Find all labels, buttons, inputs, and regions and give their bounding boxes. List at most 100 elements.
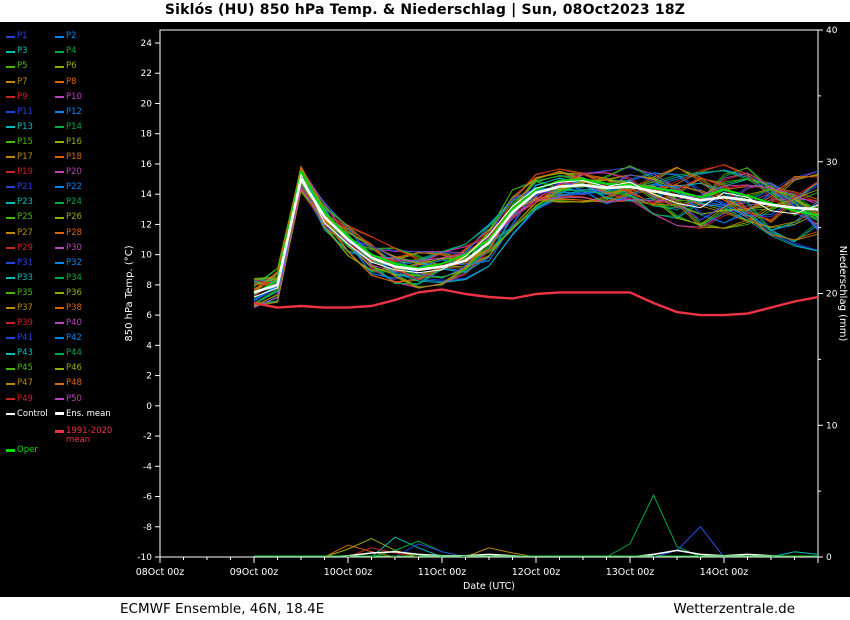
- legend-line-swatch: [55, 95, 64, 98]
- precip-tick-label: 20: [826, 290, 838, 300]
- legend-item: P36: [55, 289, 104, 298]
- legend-row: P15 P16: [6, 135, 118, 150]
- legend-item: P12: [55, 108, 104, 117]
- legend-item: Control: [6, 410, 55, 419]
- temp-tick-label: 12: [141, 220, 152, 230]
- legend-line-swatch: [6, 277, 15, 280]
- legend-line-swatch: [6, 111, 15, 114]
- date-tick-label: 14Oct 00z: [700, 567, 749, 578]
- model-info: ECMWF Ensemble, 46N, 18.4E: [120, 600, 325, 617]
- legend-line-swatch: [55, 429, 64, 433]
- legend-line-swatch: [6, 382, 15, 385]
- legend-line-swatch: [55, 231, 64, 234]
- legend-line-swatch: [55, 50, 64, 53]
- series-layer: [253, 164, 818, 557]
- legend-line-swatch: [55, 65, 64, 68]
- legend-line-swatch: [6, 292, 15, 295]
- legend-item: P43: [6, 349, 55, 358]
- legend-line-swatch: [55, 352, 64, 355]
- precip-member-line: [770, 551, 818, 557]
- legend-item: P14: [55, 123, 104, 132]
- legend-line-swatch: [55, 337, 64, 340]
- temp-tick-label: 2: [146, 372, 152, 382]
- legend-line-swatch: [6, 50, 15, 53]
- legend-item: Ens. mean: [55, 410, 111, 419]
- legend-label: P23: [17, 197, 33, 208]
- legend-item: P34: [55, 274, 104, 283]
- legend-label: P38: [66, 302, 82, 313]
- legend-row: P17 P18: [6, 150, 118, 165]
- legend-row: 1991-2020: [6, 426, 118, 436]
- ens-member-line: [253, 165, 818, 286]
- legend-label: P26: [66, 212, 82, 223]
- legend-label: P44: [66, 348, 82, 359]
- date-tick-label: 10Oct 00z: [324, 567, 373, 578]
- precip-member-line: [324, 544, 396, 557]
- legend-line-swatch: [55, 35, 64, 38]
- legend-row: Control Ens. mean: [6, 406, 118, 421]
- legend-label: P17: [17, 152, 33, 163]
- legend-row: P27 P28: [6, 225, 118, 240]
- legend-line-swatch: [55, 397, 64, 400]
- legend-item: P47: [6, 379, 55, 388]
- legend-row: mean: [6, 436, 118, 446]
- date-tick-label: 13Oct 00z: [606, 567, 655, 578]
- legend-item: P49: [6, 395, 55, 404]
- temp-tick-label: 0: [146, 402, 152, 412]
- legend-label: P33: [17, 272, 33, 283]
- ens-member-line: [253, 184, 818, 309]
- legend-item: P15: [6, 138, 55, 147]
- legend-label: P10: [66, 91, 82, 102]
- legend-line-swatch: [6, 397, 15, 400]
- legend-label: P24: [66, 197, 82, 208]
- legend-label: P16: [66, 136, 82, 147]
- legend-line-swatch: [55, 261, 64, 264]
- legend-row: P47 P48: [6, 376, 118, 391]
- legend-item: P2: [55, 32, 104, 41]
- legend-row: P35 P36: [6, 286, 118, 301]
- precip-member-line: [371, 536, 443, 557]
- legend-line-swatch: [55, 201, 64, 204]
- legend-label: 1991-2020: [66, 425, 113, 436]
- legend-item: P32: [55, 259, 104, 268]
- legend-item: P24: [55, 198, 104, 207]
- legend-label: Oper: [17, 444, 38, 455]
- legend-line-swatch: [6, 322, 15, 325]
- legend-item: P9: [6, 93, 55, 102]
- legend-row: P23 P24: [6, 195, 118, 210]
- legend-label: P11: [17, 106, 33, 117]
- ens-member-line: [253, 175, 818, 304]
- precip-member-line: [394, 543, 466, 557]
- precip-axis-label: Niederschlag (mm): [837, 246, 848, 342]
- legend-label: P12: [66, 106, 82, 117]
- legend-line-swatch: [6, 141, 15, 144]
- legend-item: P48: [55, 379, 104, 388]
- legend-label: P50: [66, 393, 82, 404]
- legend-item: P39: [6, 319, 55, 328]
- legend-item: P11: [6, 108, 55, 117]
- legend-item: P45: [6, 364, 55, 373]
- site-credit: Wetterzentrale.de: [673, 600, 795, 617]
- ens-member-line: [253, 165, 818, 291]
- legend-line-swatch: [55, 156, 64, 159]
- legend-label: P25: [17, 212, 33, 223]
- legend-row: Oper: [6, 445, 118, 455]
- footer: ECMWF Ensemble, 46N, 18.4E Wetterzentral…: [0, 597, 850, 620]
- legend-line-swatch: [55, 80, 64, 83]
- legend-label: P5: [17, 61, 28, 72]
- legend-label: mean: [66, 435, 91, 446]
- legend-line-swatch: [6, 171, 15, 174]
- legend-line-swatch: [6, 80, 15, 83]
- precip-tick-label: 30: [826, 158, 838, 168]
- legend-item: P26: [55, 213, 104, 222]
- legend-line-swatch: [6, 186, 15, 189]
- legend-item: P23: [6, 198, 55, 207]
- date-tick-label: 11Oct 00z: [418, 567, 467, 578]
- legend-item: P10: [55, 93, 104, 102]
- temp-tick-label: 20: [141, 99, 153, 109]
- legend-item: P4: [55, 47, 104, 56]
- legend-line-swatch: [55, 111, 64, 114]
- legend-label: P32: [66, 257, 82, 268]
- legend-line-swatch: [55, 412, 64, 416]
